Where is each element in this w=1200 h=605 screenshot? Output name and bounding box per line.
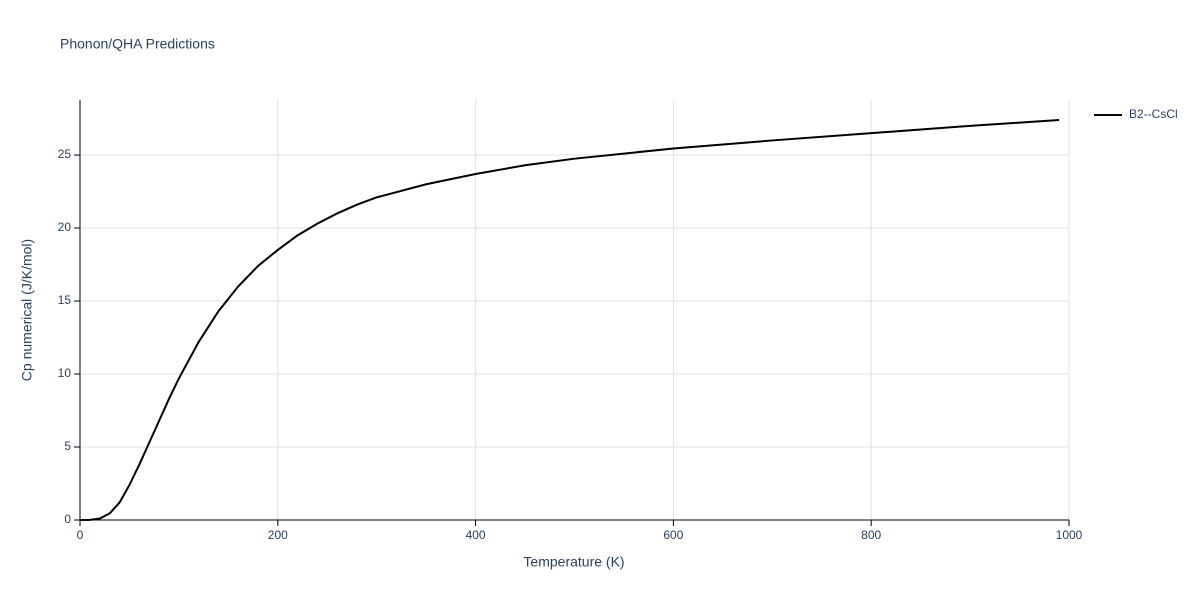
y-tick-label: 10 — [58, 366, 72, 380]
y-axis-title: Cp numerical (J/K/mol) — [19, 239, 35, 381]
x-axis-title: Temperature (K) — [523, 554, 624, 570]
y-tick-label: 20 — [58, 220, 72, 234]
x-tick-label: 1000 — [1056, 528, 1083, 542]
data-line — [79, 119, 1060, 521]
y-tick-label: 5 — [64, 439, 71, 453]
x-tick-label: 400 — [466, 528, 486, 542]
x-tick-label: 200 — [268, 528, 288, 542]
x-tick-label: 0 — [77, 528, 84, 542]
x-tick-label: 800 — [861, 528, 881, 542]
y-tick-label: 15 — [58, 293, 72, 307]
legend-label: B2--CsCl — [1129, 107, 1178, 121]
x-tick-label: 600 — [663, 528, 683, 542]
chart-title: Phonon/QHA Predictions — [60, 36, 215, 52]
y-tick-label: 0 — [64, 512, 71, 526]
y-tick-label: 25 — [58, 147, 72, 161]
